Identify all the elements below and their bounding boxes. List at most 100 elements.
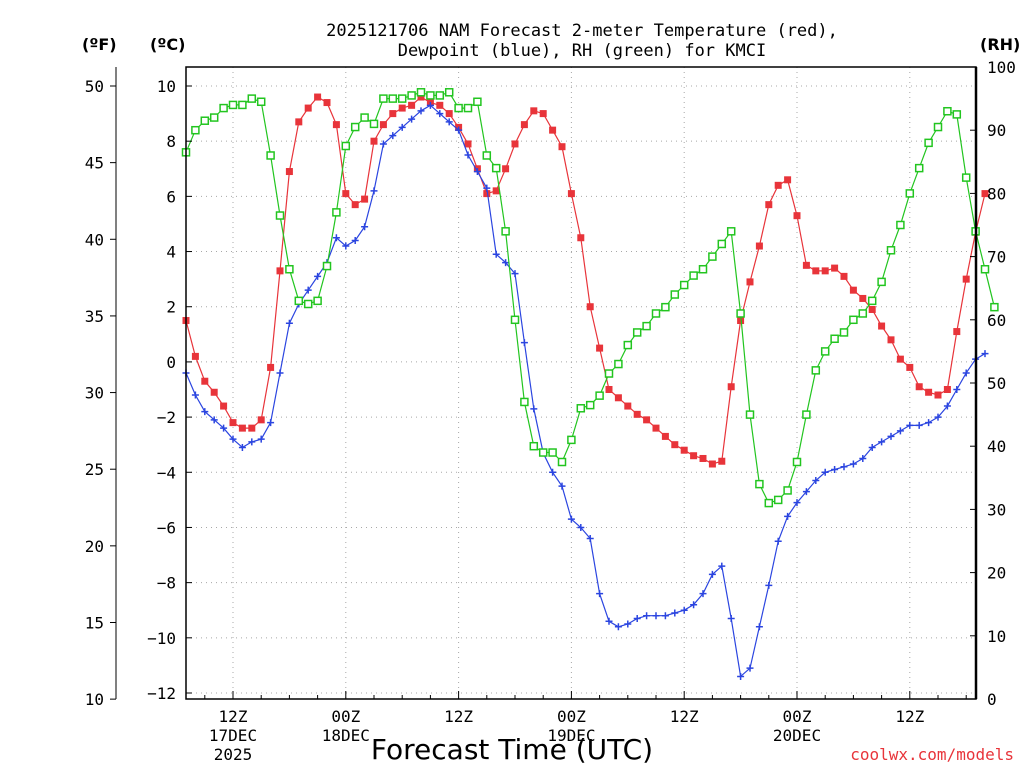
rh-point xyxy=(397,94,407,103)
dewpoint-point xyxy=(765,581,773,589)
dewpoint-point xyxy=(464,151,472,159)
temperature-point xyxy=(577,234,585,242)
dewpoint-point xyxy=(652,612,660,620)
dewpoint-point xyxy=(906,421,914,429)
dewpoint-point xyxy=(426,101,434,109)
rh-point xyxy=(219,103,228,113)
rh-point xyxy=(557,457,567,467)
temperature-point xyxy=(802,261,810,269)
dewpoint-point xyxy=(793,499,801,507)
dewpoint-point xyxy=(417,107,425,115)
rh-point xyxy=(416,88,426,97)
dewpoint-point xyxy=(849,460,857,468)
temperature-point xyxy=(295,118,303,126)
temperature-point xyxy=(849,286,857,294)
temperature-point xyxy=(417,93,425,101)
dewpoint-point xyxy=(661,612,669,620)
temperature-point xyxy=(633,410,641,418)
temperature-point xyxy=(896,355,904,363)
rh-point xyxy=(632,328,642,337)
dewpoint-point xyxy=(558,482,566,490)
rh-point xyxy=(689,271,698,280)
dewpoint-point xyxy=(210,416,218,424)
rh-point xyxy=(717,239,727,249)
temperature-point xyxy=(586,303,594,311)
rh-point xyxy=(322,261,332,271)
dewpoint-point xyxy=(887,432,895,440)
fahrenheit-tick-label: 20 xyxy=(85,537,104,556)
dewpoint-point xyxy=(511,270,519,278)
temperature-point xyxy=(690,452,698,460)
rh-point xyxy=(867,296,877,306)
time-tick-label: 12Z xyxy=(895,707,924,726)
fahrenheit-tick-label: 50 xyxy=(85,77,104,96)
fahrenheit-tick-label: 35 xyxy=(85,307,104,326)
rh-tick-label: 0 xyxy=(987,690,997,709)
dewpoint-point xyxy=(520,339,528,347)
temperature-point xyxy=(784,176,792,184)
time-tick-label: 00Z xyxy=(331,707,360,726)
temperature-point xyxy=(361,195,369,203)
rh-point xyxy=(200,116,210,125)
rh-point xyxy=(520,397,529,407)
temperature-point xyxy=(248,424,256,432)
dewpoint-point xyxy=(220,424,228,432)
dewpoint-point xyxy=(530,405,538,413)
fahrenheit-axis-unit: (ºF) xyxy=(82,35,117,54)
rh-point xyxy=(670,290,680,299)
dewpoint-point xyxy=(784,512,792,520)
temperature-point xyxy=(812,267,820,275)
dewpoint-point xyxy=(285,319,293,327)
temperature-point xyxy=(774,181,782,189)
rh-point xyxy=(726,227,736,236)
rh-point xyxy=(604,369,614,378)
dewpoint-point xyxy=(398,123,406,131)
dewpoint-point xyxy=(802,488,810,496)
rh-point xyxy=(914,163,924,173)
dewpoint-point xyxy=(201,408,209,416)
dewpoint-point xyxy=(332,234,340,242)
dewpoint-point xyxy=(624,620,632,628)
rh-tick-label: 60 xyxy=(987,311,1006,330)
dewpoint-point xyxy=(690,601,698,609)
temperature-point xyxy=(342,190,350,198)
time-tick-label: 00Z xyxy=(783,707,812,726)
rh-point xyxy=(943,106,952,116)
temperature-point xyxy=(220,402,228,410)
dewpoint-point xyxy=(633,615,641,623)
rh-point xyxy=(811,366,821,375)
temperature-point xyxy=(699,454,707,462)
rh-point xyxy=(379,94,388,103)
temperature-point xyxy=(765,201,773,209)
temperature-point xyxy=(549,126,557,134)
temperature-point xyxy=(661,432,669,440)
dewpoint-point xyxy=(859,454,867,462)
dewpoint-point xyxy=(248,438,256,446)
celsius-tick-label: 8 xyxy=(166,132,176,151)
dewpoint-point xyxy=(605,617,613,625)
dewpoint-point xyxy=(925,419,933,427)
rh-point xyxy=(595,391,604,400)
x-axis-label: Forecast Time (UTC) xyxy=(371,733,653,766)
temperature-point xyxy=(502,165,510,173)
dewpoint-point xyxy=(445,118,453,126)
time-tick-label: 12Z xyxy=(219,707,248,726)
celsius-axis-unit: (ºC) xyxy=(150,35,185,54)
temperature-point xyxy=(464,140,472,148)
celsius-tick-label: −10 xyxy=(147,629,176,648)
temperature-point xyxy=(737,317,745,325)
temperature-point xyxy=(859,294,867,302)
temperature-point xyxy=(398,104,406,112)
temperature-point xyxy=(652,424,660,432)
rh-point xyxy=(585,400,595,410)
temperature-point xyxy=(285,168,293,176)
rh-point xyxy=(698,264,708,274)
dewpoint-point xyxy=(276,369,284,377)
rh-point xyxy=(567,435,576,445)
rh-tick-label: 90 xyxy=(987,121,1006,140)
temperature-point xyxy=(624,402,632,410)
rh-point xyxy=(745,410,755,419)
celsius-tick-label: 4 xyxy=(166,243,176,262)
temperature-point xyxy=(257,416,265,424)
